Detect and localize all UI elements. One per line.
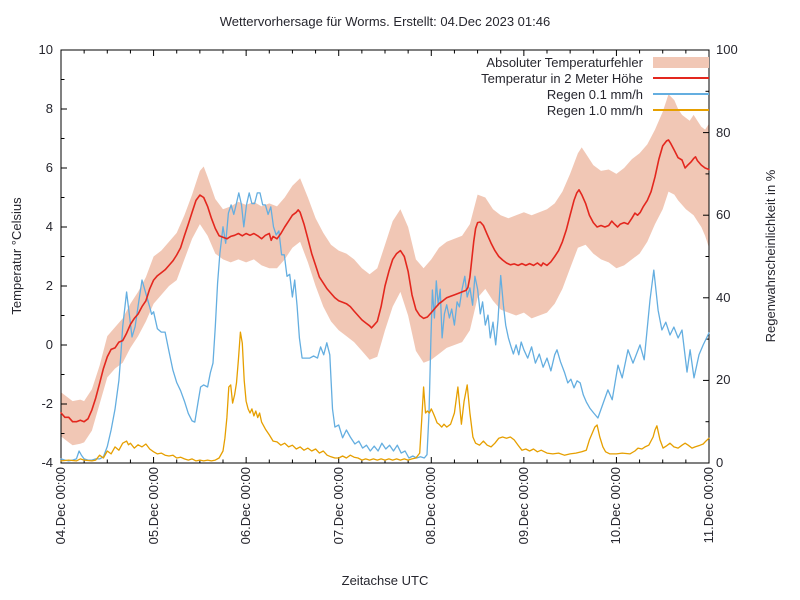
legend-item-error-band: Absoluter Temperaturfehler xyxy=(481,54,709,70)
legend-label-rain01: Regen 0.1 mm/h xyxy=(546,86,643,102)
x-tick-label: 04.Dec 00:00 xyxy=(53,467,68,545)
y-left-tick-label: 0 xyxy=(45,337,53,352)
x-tick-label: 09.Dec 00:00 xyxy=(515,467,531,545)
y-left-tick-label: -2 xyxy=(41,396,53,411)
x-tick-label: 08.Dec 00:00 xyxy=(423,467,439,545)
x-tick-label: 11.Dec 00:00 xyxy=(701,467,716,544)
temperature-line-swatch xyxy=(653,77,709,79)
legend-item-rain01: Regen 0.1 mm/h xyxy=(481,86,709,102)
legend-label-error-band: Absoluter Temperaturfehler xyxy=(486,54,643,70)
x-tick-label: 07.Dec 00:00 xyxy=(330,467,346,545)
rain10-line-swatch xyxy=(653,109,709,111)
rain01-line-swatch xyxy=(653,93,709,95)
y-left-tick-label: 2 xyxy=(45,278,53,293)
rain10-line xyxy=(60,331,710,462)
y-left-tick-label: 4 xyxy=(45,219,53,234)
legend-item-temperature: Temperatur in 2 Meter Höhe xyxy=(481,70,709,86)
legend-label-temperature: Temperatur in 2 Meter Höhe xyxy=(481,70,643,86)
y-right-tick-label: 40 xyxy=(716,289,731,305)
temperature-line xyxy=(60,139,710,423)
error-band-swatch xyxy=(653,56,709,68)
legend-label-rain10: Regen 1.0 mm/h xyxy=(546,102,643,118)
y-left-tick-label: 8 xyxy=(45,101,53,116)
y-right-tick-label: 100 xyxy=(716,42,738,57)
y-right-tick-label: 80 xyxy=(716,124,731,140)
legend: Absoluter Temperaturfehler Temperatur in… xyxy=(481,54,709,118)
y-left-axis-title: Temperatur °Celsius xyxy=(9,197,24,315)
x-tick-label: 06.Dec 00:00 xyxy=(238,467,254,545)
y-right-axis-title: Regenwahrscheinlichkeit in % xyxy=(763,169,778,343)
rain01-line xyxy=(60,192,710,462)
x-tick-label: 05.Dec 00:00 xyxy=(145,467,161,545)
y-left-tick-label: 6 xyxy=(45,160,53,175)
y-right-tick-label: 60 xyxy=(716,207,731,223)
x-tick-label: 10.Dec 00:00 xyxy=(608,467,624,545)
legend-item-rain10: Regen 1.0 mm/h xyxy=(481,102,709,118)
y-right-tick-label: 0 xyxy=(716,455,724,470)
y-left-tick-label: -4 xyxy=(41,455,53,470)
temperature-error-band xyxy=(61,94,709,446)
y-right-tick-label: 20 xyxy=(716,372,731,388)
x-axis-title: Zeitachse UTC xyxy=(341,573,429,588)
chart-title: Wettervorhersage für Worms. Erstellt: 04… xyxy=(219,14,551,29)
y-left-tick-label: 10 xyxy=(38,42,53,57)
